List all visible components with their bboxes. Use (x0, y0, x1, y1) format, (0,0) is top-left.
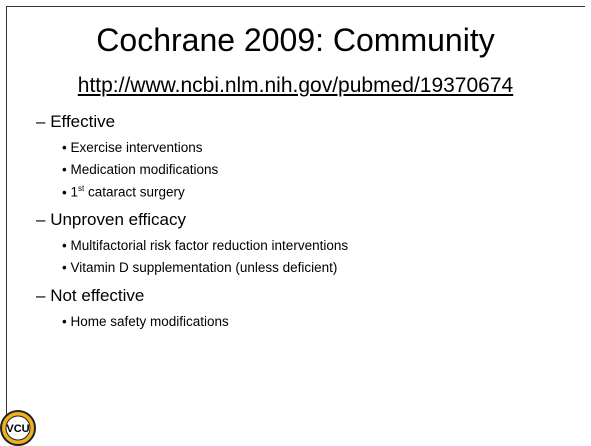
item-prefix: 1 (70, 184, 78, 200)
bullet-item: 1st cataract surgery (62, 184, 185, 200)
frame (6, 6, 585, 439)
link[interactable]: http://www.ncbi.nlm.nih.gov/pubmed/19370… (77, 74, 514, 97)
bullet-item: Vitamin D supplementation (unless defici… (62, 260, 337, 275)
bullet-item: Multifactorial risk factor reduction int… (62, 238, 348, 253)
bullet-item: Exercise interventions (62, 140, 203, 155)
section-heading: Not effective (36, 286, 144, 306)
bullet-item: Home safety modifications (62, 314, 229, 329)
item-sup: st (78, 184, 85, 193)
section-heading: Effective (36, 112, 115, 132)
item-text: cataract surgery (84, 184, 185, 200)
logo-inner (5, 415, 31, 441)
logo: VCU (0, 410, 36, 446)
section-heading: Unproven efficacy (36, 210, 186, 230)
item-text: Multifactorial risk factor reduction int… (70, 238, 349, 253)
item-text: Home safety modifications (70, 314, 229, 329)
item-text: Medication modifications (70, 162, 219, 177)
item-text: Vitamin D supplementation (unless defici… (70, 260, 338, 275)
bullet-item: Medication modifications (62, 162, 218, 177)
logo-text: VCU (6, 423, 29, 435)
item-text: Exercise interventions (70, 140, 203, 155)
title: Cochrane 2009: Community (96, 22, 495, 58)
